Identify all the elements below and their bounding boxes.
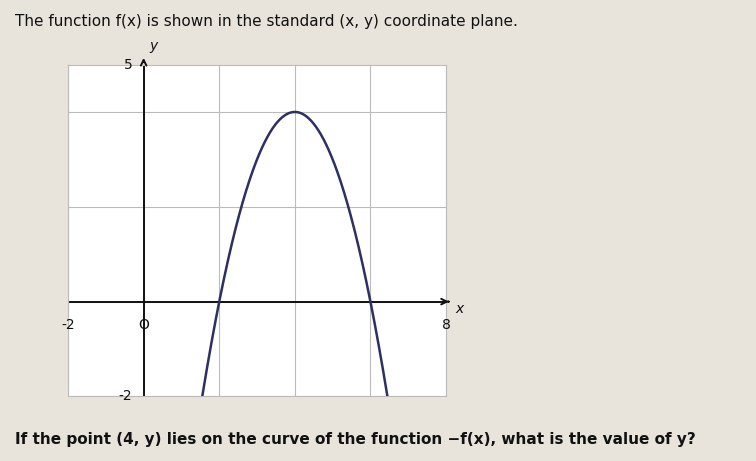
Text: -2: -2	[61, 318, 75, 332]
Text: The function f(x) is shown in the standard (x, y) coordinate plane.: The function f(x) is shown in the standa…	[15, 14, 518, 29]
Text: -2: -2	[119, 390, 132, 403]
Text: 8: 8	[442, 318, 451, 332]
Text: O: O	[138, 318, 149, 332]
Text: If the point (4, y) lies on the curve of the function −f(x), what is the value o: If the point (4, y) lies on the curve of…	[15, 432, 696, 447]
Text: 5: 5	[123, 58, 132, 71]
Text: x: x	[455, 302, 463, 316]
Text: y: y	[149, 39, 157, 53]
